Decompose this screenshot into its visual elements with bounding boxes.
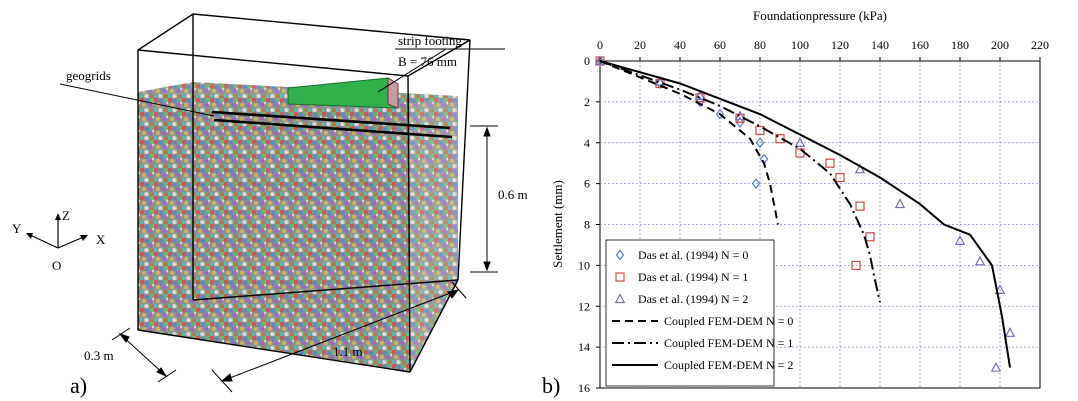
das-point-n2 [594, 55, 606, 66]
das-point-n2 [954, 235, 966, 245]
y-tick-label: 0 [584, 54, 590, 68]
x-tick-label: 120 [831, 38, 849, 52]
depth-dimension [111, 327, 177, 383]
das-point-n1 [755, 125, 765, 136]
das-point-n1 [865, 232, 875, 242]
axis-y-label: Y [12, 221, 22, 236]
das-point-n0 [715, 108, 725, 120]
x-tick-label: 60 [714, 38, 726, 52]
height-dimension [470, 125, 498, 273]
axis-x-label: X [96, 232, 106, 247]
legend-box [605, 239, 775, 387]
das-point-n2 [1004, 327, 1016, 337]
y-tick-label: 2 [584, 95, 590, 109]
y-tick-label: 4 [584, 136, 590, 150]
legend-label: Das et al. (1994) N = 2 [638, 292, 748, 306]
y-axis-title: Settlement (mm) [550, 180, 565, 268]
geogrid-layers [211, 110, 453, 139]
legend-label: Coupled FEM-DEM N = 1 [664, 336, 793, 350]
x-tick-label: 200 [991, 38, 1009, 52]
das-point-n0 [695, 96, 705, 108]
strip-footing-leader [377, 48, 447, 93]
y-tick-label: 8 [584, 218, 590, 232]
panel-a-letter: a) [70, 373, 87, 398]
x-tick-label: 40 [674, 38, 686, 52]
fem-dem-line-n0 [599, 60, 779, 225]
y-tick-label: 14 [578, 340, 590, 354]
axis-z-label: Z [62, 208, 70, 223]
das-point-n2 [854, 163, 866, 174]
length-dimension [211, 281, 467, 393]
legend-label: Das et al. (1994) N = 0 [638, 248, 748, 262]
das-point-n2 [794, 136, 806, 147]
legend-items: Das et al. (1994) N = 0 Das et al. (1994)… [612, 248, 793, 372]
das-point-n0 [751, 178, 761, 190]
legend-label: Coupled FEM-DEM N = 2 [664, 358, 793, 372]
fem-dem-line-n2 [599, 60, 1011, 368]
das-point-n0 [755, 137, 765, 149]
geogrids-label: geogrids [66, 68, 111, 83]
y-tick-label: 10 [578, 258, 590, 272]
das-point-n1 [825, 158, 835, 168]
das-point-n1 [835, 172, 845, 183]
legend-swatch [615, 249, 625, 261]
geogrids-leader [59, 83, 215, 117]
das-point-n2 [990, 361, 1002, 372]
length-label: 1.1 m [333, 344, 363, 359]
x-axis-title: Foundationpressure (kPa) [753, 8, 887, 23]
legend-label: Coupled FEM-DEM N = 0 [664, 314, 793, 328]
x-tick-label: 140 [871, 38, 889, 52]
legend-label: Das et al. (1994) N = 1 [638, 270, 748, 284]
height-label: 0.6 m [498, 187, 528, 202]
das-point-n1 [775, 134, 785, 144]
das-point-n2 [974, 255, 986, 266]
footing-width-label: B = 76 mm [398, 54, 457, 69]
das-point-n0 [735, 116, 745, 128]
tick-labels: 0 20 40 60 80 100 120 140 160 180 200 220 0 2 4 6 8 10 12 1… [578, 38, 1049, 395]
y-tick-label: 12 [578, 299, 590, 313]
y-tick-label: 6 [584, 177, 590, 191]
das-point-n2 [994, 284, 1006, 294]
das-point-n1 [855, 201, 865, 211]
x-tick-label: 80 [754, 38, 766, 52]
x-tick-label: 160 [911, 38, 929, 52]
depth-label: 0.3 m [84, 348, 114, 363]
legend-swatch [614, 293, 626, 304]
x-tick-label: 20 [634, 38, 646, 52]
x-tick-label: 0 [597, 38, 603, 52]
legend: Das et al. (1994) N = 0 Das et al. (1994)… [605, 239, 793, 387]
soil-front-face [138, 92, 410, 372]
strip-footing-label: strip footing [398, 33, 462, 48]
legend-swatch [615, 272, 625, 282]
das-point-n2 [694, 89, 706, 100]
das-point-n1 [851, 260, 861, 270]
sample-schematic: geogrids strip footing B = 76 mm 0.6 m 1… [12, 12, 528, 398]
x-tick-label: 220 [1031, 38, 1049, 52]
y-tick-label: 16 [578, 381, 590, 395]
fem-dem-line-n1 [599, 60, 881, 303]
coordinate-axes [26, 213, 88, 249]
series [594, 55, 1016, 372]
x-tick-label: 180 [951, 38, 969, 52]
axis-origin-label: O [52, 258, 61, 273]
x-tick-label: 100 [791, 38, 809, 52]
panel-b-letter: b) [542, 373, 560, 398]
das-point-n2 [894, 198, 906, 209]
